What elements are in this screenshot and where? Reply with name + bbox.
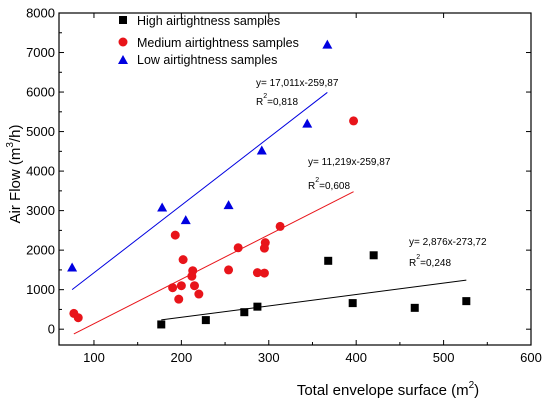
y-tick-label: 6000 [26,85,55,100]
legend-label-medium: Medium airtightness samples [137,36,299,50]
x-axis-title: Total envelope surface (m2) [297,380,479,399]
x-tick-label: 300 [258,350,280,365]
data-point-high [348,299,357,308]
data-point-medium [174,294,184,304]
data-point-low [67,262,78,272]
data-point-medium [233,243,243,253]
equation-medium: y= 11,219x-259,87 R2=0,608 [308,157,391,192]
legend-label-high: High airtightness samples [137,14,280,28]
data-point-high [201,316,210,325]
fit-line-high [161,279,467,321]
data-point-high [157,320,166,329]
data-point-medium [176,281,186,291]
y-tick-label: 2000 [26,243,55,258]
data-point-high [253,302,262,311]
r2-medium-text: R2=0,608 [308,177,350,192]
y-tick-label: 8000 [26,6,55,21]
data-point-medium [178,255,188,265]
data-point-high [240,308,249,317]
fit-line-medium [73,191,354,335]
legend-marker-medium [118,37,128,47]
x-tick-label: 400 [345,350,367,365]
fit-line-low [71,92,328,291]
y-tick-label: 3000 [26,203,55,218]
data-point-medium [73,313,83,323]
y-tick-label: 0 [48,322,55,337]
data-point-low [256,145,267,155]
data-point-low [157,202,168,212]
data-point-medium [252,268,262,278]
data-point-low [322,39,333,49]
data-point-low [180,215,191,225]
y-tick-label: 4000 [26,164,55,179]
x-tick-label: 600 [520,350,542,365]
equation-low-text: y= 17,011x-259,87 [256,78,339,89]
data-point-high [462,297,471,306]
data-point-medium [170,230,180,240]
axes: 100 200 300 400 500 6000100020003000400050006… [26,6,542,366]
y-tick-label: 5000 [26,124,55,139]
equation-high-text: y= 2,876x-273,72 [409,237,487,248]
legend-marker-low [118,55,128,64]
legend: High airtightness samples Medium airtigh… [118,14,299,67]
data-point-high [410,303,419,312]
data-point-medium [189,281,199,291]
equation-low: y= 17,011x-259,87 R2=0,818 [256,78,339,108]
data-point-high [324,256,333,265]
data-point-medium [188,266,198,276]
data-point-medium [349,116,359,126]
data-point-medium [194,289,204,299]
data-point-medium [260,238,270,248]
data-point-low [223,200,234,210]
data-point-medium [275,221,285,231]
x-tick-label: 100 [83,350,105,365]
y-tick-label: 1000 [26,282,55,297]
data-point-medium [224,265,234,275]
data-point-low [302,118,313,128]
legend-label-low: Low airtightness samples [137,53,277,67]
plot-frame [58,12,532,346]
data-point-high [369,251,378,260]
equation-medium-text: y= 11,219x-259,87 [308,157,391,168]
data-points [67,39,471,329]
x-tick-label: 200 [171,350,193,365]
legend-marker-high [119,16,127,24]
fit-lines [71,92,467,335]
data-point-medium [259,268,269,278]
y-axis-title: Air Flow (m3/h) [5,125,24,224]
data-point-medium [168,283,178,293]
r2-high-text: R2=0,248 [409,254,451,269]
equation-high: y= 2,876x-273,72 R2=0,248 [409,237,487,269]
r2-low-text: R2=0,818 [256,93,298,108]
y-tick-label: 7000 [26,45,55,60]
x-tick-label: 500 [433,350,455,365]
